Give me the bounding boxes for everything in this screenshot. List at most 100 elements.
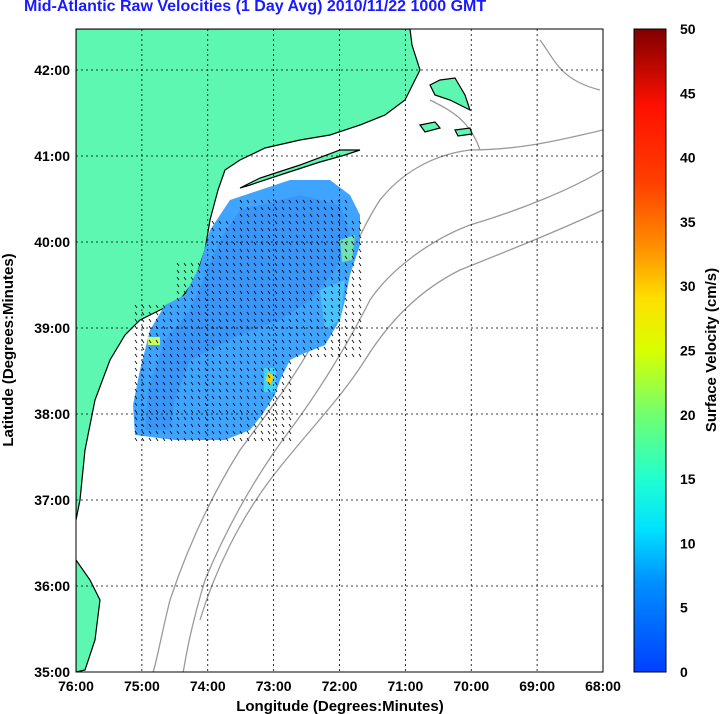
velocity-vector	[295, 220, 299, 225]
velocity-vector	[246, 395, 250, 400]
velocity-vector	[295, 269, 299, 274]
velocity-vector	[134, 339, 138, 344]
velocity-vector	[204, 423, 208, 428]
velocity-vector	[281, 360, 285, 365]
velocity-vector	[358, 311, 362, 316]
velocity-vector	[281, 437, 285, 442]
velocity-vector	[288, 437, 292, 442]
velocity-vector	[330, 276, 334, 281]
velocity-vector	[169, 311, 173, 316]
velocity-vector	[239, 430, 243, 435]
velocity-vector	[295, 234, 299, 239]
velocity-vector	[162, 332, 166, 337]
velocity-vector	[232, 381, 236, 386]
velocity-vector	[225, 381, 229, 386]
velocity-vector	[253, 290, 257, 295]
velocity-vector	[267, 199, 271, 204]
velocity-vector	[134, 311, 138, 316]
velocity-vector	[253, 395, 257, 400]
velocity-vector	[218, 339, 222, 344]
velocity-vector	[134, 304, 138, 309]
velocity-vector	[288, 199, 292, 204]
velocity-vector	[281, 367, 285, 372]
velocity-vector	[239, 395, 243, 400]
velocity-vector	[218, 283, 222, 288]
velocity-vector	[288, 360, 292, 365]
velocity-vector	[148, 416, 152, 421]
velocity-vector	[204, 297, 208, 302]
velocity-vector	[274, 374, 278, 379]
velocity-vector	[197, 437, 201, 442]
velocity-vector	[323, 255, 327, 260]
velocity-vector	[225, 423, 229, 428]
velocity-vector	[358, 220, 362, 225]
velocity-vector	[260, 297, 264, 302]
velocity-vector	[190, 325, 194, 330]
velocity-vector	[148, 409, 152, 414]
velocity-vector	[302, 213, 306, 218]
velocity-vector	[239, 241, 243, 246]
velocity-vector	[197, 304, 201, 309]
velocity-vector	[323, 248, 327, 253]
velocity-vector	[316, 290, 320, 295]
velocity-vector	[302, 332, 306, 337]
velocity-vector	[169, 395, 173, 400]
velocity-vector	[176, 367, 180, 372]
velocity-vector	[330, 241, 334, 246]
velocity-vector	[344, 234, 348, 239]
velocity-vector	[148, 353, 152, 358]
velocity-vector	[204, 325, 208, 330]
velocity-vector	[211, 241, 215, 246]
y-tick-label: 42:00	[34, 62, 70, 78]
velocity-vector	[246, 437, 250, 442]
velocity-vector	[281, 290, 285, 295]
velocity-vector	[302, 206, 306, 211]
velocity-vector	[351, 353, 355, 358]
velocity-vector	[204, 360, 208, 365]
velocity-vector	[134, 416, 138, 421]
velocity-vector	[344, 283, 348, 288]
velocity-vector	[141, 346, 145, 351]
velocity-vector	[239, 234, 243, 239]
velocity-vector	[183, 381, 187, 386]
velocity-vector	[155, 416, 159, 421]
velocity-vector	[211, 353, 215, 358]
velocity-vector	[225, 241, 229, 246]
velocity-vector	[162, 353, 166, 358]
velocity-vector	[197, 276, 201, 281]
velocity-vector	[197, 297, 201, 302]
x-tick-label: 69:00	[519, 678, 555, 694]
velocity-vector	[253, 304, 257, 309]
velocity-vector	[225, 416, 229, 421]
velocity-vector	[211, 374, 215, 379]
velocity-vector	[288, 332, 292, 337]
velocity-vector	[281, 416, 285, 421]
velocity-vector	[351, 325, 355, 330]
velocity-vector	[218, 430, 222, 435]
colorbar-tick-label: 35	[680, 214, 696, 230]
velocity-vector	[141, 395, 145, 400]
velocity-vector	[239, 339, 243, 344]
colorbar-tick-label: 25	[680, 343, 696, 359]
velocity-vector	[337, 318, 341, 323]
velocity-vector	[232, 402, 236, 407]
velocity-vector	[239, 255, 243, 260]
velocity-vector	[358, 304, 362, 309]
velocity-vector	[211, 269, 215, 274]
velocity-vector	[218, 416, 222, 421]
velocity-vector	[246, 213, 250, 218]
velocity-vector	[274, 283, 278, 288]
velocity-vector	[281, 409, 285, 414]
velocity-vector	[232, 360, 236, 365]
colorbar-tick-label: 10	[680, 535, 696, 551]
velocity-vector	[351, 234, 355, 239]
velocity-vector	[330, 311, 334, 316]
velocity-vector	[232, 416, 236, 421]
velocity-vector	[309, 283, 313, 288]
velocity-vector	[309, 213, 313, 218]
velocity-vector	[316, 220, 320, 225]
velocity-vector	[197, 423, 201, 428]
velocity-vector	[204, 416, 208, 421]
velocity-vector	[246, 220, 250, 225]
